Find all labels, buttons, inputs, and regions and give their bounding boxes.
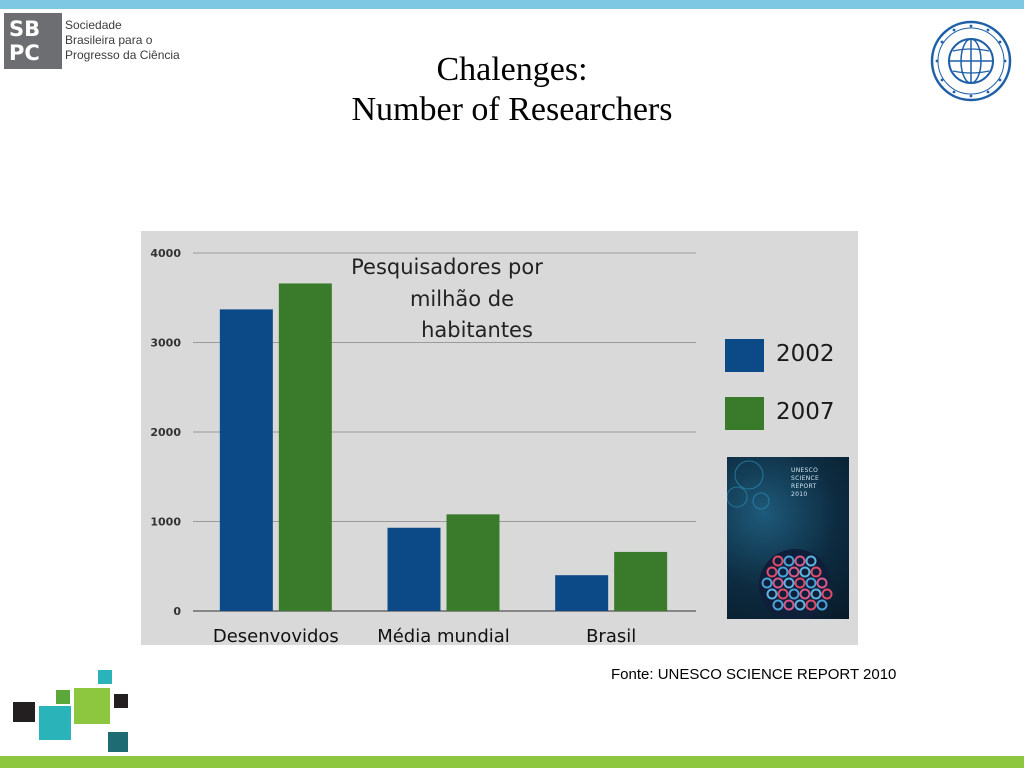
y-tick-label: 4000 (150, 247, 181, 260)
bar-2007-2 (614, 551, 668, 611)
sbpc-name-line: Sociedade (65, 18, 122, 32)
chart-panel: 0 1000 2000 3000 4000 Desenvovidos Média mund… (141, 231, 858, 645)
sbpc-name-line: Brasileira para o (65, 33, 153, 47)
bars (219, 283, 668, 611)
unesco-report-cover-image: UNESCO SCIENCE REPORT 2010 (727, 457, 849, 619)
sbpc-mark-icon: SB PC (4, 13, 62, 69)
cover-cell (821, 588, 833, 600)
squares-logo-icon (12, 670, 132, 754)
cover-cell (788, 566, 800, 578)
bottom-accent-bar (0, 756, 1024, 768)
grid-layer (193, 252, 696, 612)
cover-cell (783, 555, 795, 567)
slide-title-line: Chalenges: (436, 51, 588, 88)
logo-square (74, 688, 110, 724)
logo-square (56, 690, 70, 704)
chart-title-line: milhão de (410, 287, 514, 311)
cover-cell (794, 577, 806, 589)
sbpc-mark-bottom: PC (9, 41, 40, 65)
cover-line: UNESCO (791, 467, 819, 474)
slide-title: Chalenges: Number of Researchers (212, 50, 812, 130)
cover-cell (766, 588, 778, 600)
source-note: Fonte: UNESCO SCIENCE REPORT 2010 (611, 666, 897, 683)
cast-emblem-icon (930, 20, 1012, 102)
cover-cell (794, 555, 806, 567)
bar-2007-1 (446, 514, 500, 611)
y-tick-label: 2000 (150, 426, 181, 439)
cover-cell (805, 599, 817, 611)
cover-cell (816, 599, 828, 611)
cover-cell (783, 599, 795, 611)
logo-square (39, 706, 71, 740)
cover-cell (777, 566, 789, 578)
y-tick-label: 0 (173, 605, 181, 618)
legend-swatch-2002 (725, 339, 764, 372)
sbpc-name: Sociedade Brasileira para o Progresso da… (65, 18, 205, 63)
legend-swatch-2007 (725, 397, 764, 430)
bar-2002-0 (219, 309, 273, 611)
cover-line: SCIENCE (791, 475, 820, 482)
cover-line: REPORT (791, 483, 817, 490)
category-label: Brasil (586, 626, 636, 645)
logo-square (108, 732, 128, 752)
cover-text: UNESCO SCIENCE REPORT 2010 (791, 467, 847, 499)
cover-cell (810, 588, 822, 600)
cover-line: 2010 (791, 491, 808, 498)
cover-cell (810, 566, 822, 578)
bar-2002-2 (555, 575, 609, 611)
cover-cell (805, 555, 817, 567)
cover-cell (805, 577, 817, 589)
cover-cell (794, 599, 806, 611)
cover-cell (777, 588, 789, 600)
category-label: Desenvovidos (213, 626, 339, 645)
cover-cell (799, 566, 811, 578)
category-label: Média mundial (377, 626, 510, 645)
logo-square (13, 702, 35, 722)
legend-label-2002: 2002 (776, 341, 835, 367)
category-labels: Desenvovidos Média mundial Brasil (213, 626, 636, 645)
cover-cell (761, 577, 773, 589)
cover-cell (788, 588, 800, 600)
y-tick-label: 3000 (150, 337, 181, 350)
cover-cell (799, 588, 811, 600)
cover-cell (772, 599, 784, 611)
chart-title-line: habitantes (421, 318, 533, 342)
sbpc-name-line: Progresso da Ciência (65, 48, 180, 62)
cover-art-icon (727, 460, 833, 619)
cover-cell (816, 577, 828, 589)
legend-label-2007: 2007 (776, 399, 835, 425)
cover-cell (772, 555, 784, 567)
logo-square (98, 670, 112, 684)
cover-cell (772, 577, 784, 589)
sbpc-logo: SB PC Sociedade Brasileira para o Progre… (4, 13, 204, 71)
bar-2002-1 (387, 527, 441, 611)
bar-chart: 0 1000 2000 3000 4000 Desenvovidos Média mund… (150, 247, 696, 645)
cover-cell (783, 577, 795, 589)
cover-cell (766, 566, 778, 578)
top-accent-bar (0, 0, 1024, 9)
bar-2007-0 (278, 283, 332, 611)
slide-title-line: Number of Researchers (351, 91, 673, 128)
sbpc-mark-top: SB (9, 17, 41, 41)
y-tick-label: 1000 (150, 516, 181, 529)
logo-square (114, 694, 128, 708)
chart-title-line: Pesquisadores por (351, 255, 543, 279)
y-tick-labels: 0 1000 2000 3000 4000 (150, 247, 181, 618)
